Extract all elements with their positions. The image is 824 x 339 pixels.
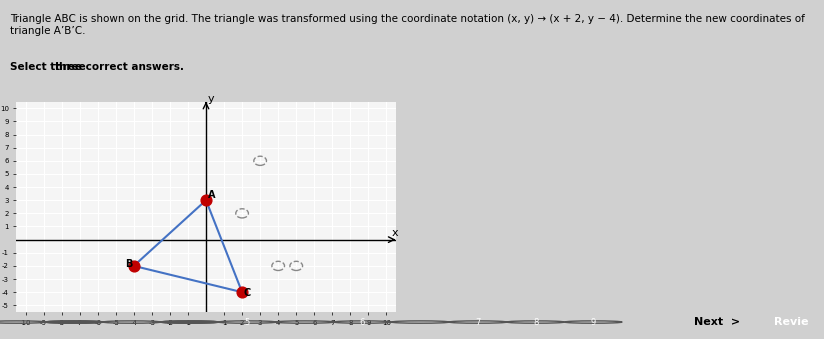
Point [236,290,249,295]
Text: A: A [208,190,215,200]
Point [127,263,140,268]
Text: y: y [208,94,215,104]
Circle shape [45,321,103,323]
Text: Select three correct answers.: Select three correct answers. [10,62,184,72]
Text: 9: 9 [591,318,596,326]
Text: B: B [124,259,132,269]
Circle shape [161,321,218,323]
Text: 8: 8 [533,318,538,326]
Text: 6: 6 [360,318,365,326]
Text: three: three [55,62,87,72]
Text: 5: 5 [245,318,250,326]
Text: Triangle ABC is shown on the grid. The triangle was transformed using the coordi: Triangle ABC is shown on the grid. The t… [10,14,805,36]
Text: Revie: Revie [774,317,808,327]
Point [199,198,213,203]
Text: x: x [392,228,399,238]
Text: C: C [244,288,251,298]
Text: 7: 7 [475,318,480,326]
Text: Next  >: Next > [694,317,740,327]
